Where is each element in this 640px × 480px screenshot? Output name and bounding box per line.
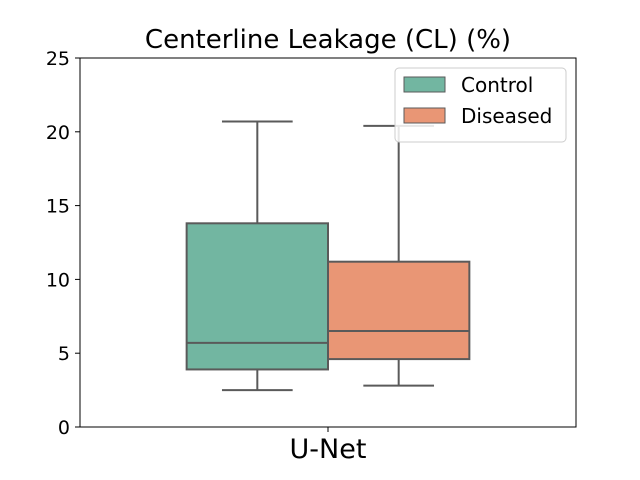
box-control: [185, 120, 329, 392]
x-tick-label: U-Net: [290, 434, 367, 465]
legend: Control Diseased: [394, 67, 567, 143]
y-tick-label: 15: [46, 196, 70, 218]
y-tick-label: 0: [58, 417, 70, 439]
legend-swatch-diseased: [403, 107, 446, 124]
x-axis: U-Net: [290, 427, 367, 465]
box-iqr: [185, 222, 329, 371]
box-diseased: [327, 124, 471, 387]
boxes: [185, 120, 471, 392]
legend-swatch-control: [403, 76, 446, 93]
y-tick-label: 20: [46, 122, 70, 144]
y-tick-label: 5: [58, 343, 70, 365]
y-tick-label: 10: [46, 269, 70, 291]
legend-label-diseased: Diseased: [461, 104, 552, 128]
y-tick-label: 25: [46, 48, 70, 70]
legend-label-control: Control: [461, 73, 533, 97]
chart-title: Centerline Leakage (CL) (%): [145, 25, 511, 55]
y-axis: 0 5 10 15 20 25: [46, 48, 80, 439]
box-iqr: [327, 260, 471, 361]
